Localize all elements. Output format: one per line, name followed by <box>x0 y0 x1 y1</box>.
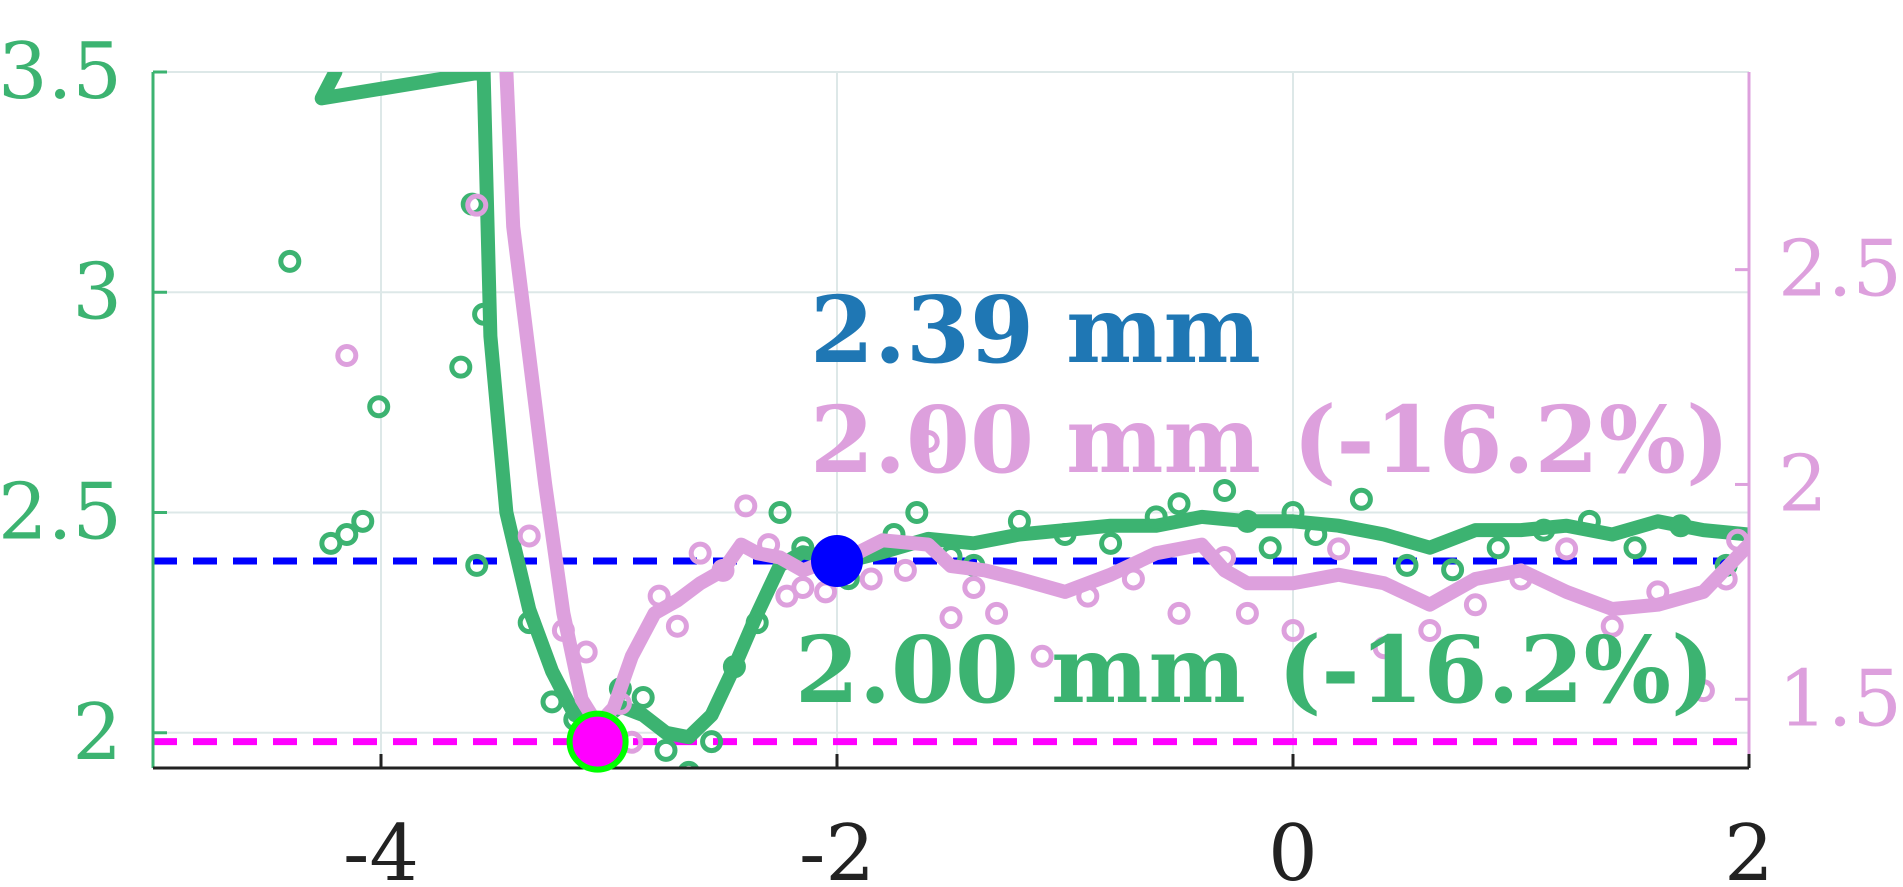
tick-labels: -4 -2 0 222.533.51.522.5 <box>0 27 1902 887</box>
series-0-point-16 <box>678 760 700 768</box>
markers <box>566 534 863 773</box>
series-0-point-7 <box>472 302 496 326</box>
series-0-point-19 <box>745 611 769 635</box>
series-1-point-6 <box>608 692 632 716</box>
series-1-point-39 <box>1714 567 1738 591</box>
series-0-point-3 <box>351 509 375 533</box>
series-0-point-34 <box>1235 509 1259 533</box>
series-0-point-39 <box>1395 553 1419 577</box>
series-1-point-12 <box>734 494 758 518</box>
series-1-point-13 <box>757 533 781 557</box>
annotation-reference-value: 2.39 mm <box>810 276 1261 384</box>
series-1-point-34 <box>1509 567 1533 591</box>
series-0-point-40 <box>1441 558 1465 582</box>
series-0-point-29 <box>1053 523 1077 547</box>
series-0-point-30 <box>1099 531 1123 555</box>
x-tick-label-3: 2 <box>1724 809 1774 887</box>
series-0-point-9 <box>517 611 541 635</box>
series-1-point-26 <box>1167 601 1191 625</box>
series-0-point-37 <box>1304 523 1328 547</box>
series-1-point-15 <box>791 576 815 600</box>
x-tick-label-0: -4 <box>343 809 419 887</box>
series-0-point-36 <box>1281 501 1305 525</box>
series-0-point-5 <box>449 355 473 379</box>
series-1-point-18 <box>893 558 917 582</box>
series-0-point-21 <box>791 536 815 560</box>
series-1-point-2 <box>517 524 541 548</box>
reference-marker <box>811 534 863 587</box>
series-1-point-1 <box>465 193 489 217</box>
series-0-point-45 <box>1669 514 1693 538</box>
series-1-point-0 <box>335 344 359 368</box>
series-1-point-10 <box>688 541 712 565</box>
series-0-point-33 <box>1213 478 1237 502</box>
series-1-point-24 <box>1076 584 1100 608</box>
series <box>278 72 1749 768</box>
y-left-tick-label-0: 2 <box>72 688 122 778</box>
series-1-point-22 <box>985 601 1009 625</box>
series-0-point-38 <box>1349 487 1373 511</box>
series-0-point-8 <box>465 553 489 577</box>
series-1-point-33 <box>1463 593 1487 617</box>
series-0-point-44 <box>1623 536 1647 560</box>
series-0-point-15 <box>654 738 678 762</box>
series-1-point-3 <box>551 619 575 643</box>
series-1-point-17 <box>859 567 883 591</box>
series-0-point-31 <box>1144 505 1168 529</box>
series-0-point-28 <box>1007 509 1031 533</box>
x-tick-label-2: 0 <box>1268 809 1318 887</box>
series-0-point-18 <box>722 655 746 679</box>
series-1-point-21 <box>962 576 986 600</box>
series-1-point-32 <box>1418 619 1442 643</box>
minimum-marker <box>566 710 629 773</box>
series-0-point-10 <box>540 690 564 714</box>
axes <box>151 70 1751 770</box>
series-1-point-20 <box>939 606 963 630</box>
series-1-point-38 <box>1691 679 1715 703</box>
series-0-point-17 <box>700 730 724 754</box>
series-0-point-14 <box>631 686 655 710</box>
series-1-point-28 <box>1235 601 1259 625</box>
series-1-point-30 <box>1327 537 1351 561</box>
series-1-point-19 <box>916 429 940 453</box>
series-0-point-20 <box>768 501 792 525</box>
series-1-point-4 <box>574 640 598 664</box>
series-0-point-32 <box>1167 492 1191 516</box>
series-1-point-11 <box>711 558 735 582</box>
y-left-tick-label-3: 3.5 <box>0 27 122 117</box>
series-0-point-42 <box>1532 518 1556 542</box>
series-0-point-41 <box>1486 536 1510 560</box>
y-right-tick-label-1: 2 <box>1778 439 1828 529</box>
series-1-point-8 <box>647 584 671 608</box>
series-0-point-43 <box>1577 509 1601 533</box>
series-1-point-40 <box>1726 528 1749 552</box>
series-0-point-0 <box>278 249 302 273</box>
y-right-tick-label-2: 2.5 <box>1778 225 1902 315</box>
series-1-point-9 <box>665 614 689 638</box>
series-0-point-2 <box>335 523 359 547</box>
series-1-point-23 <box>1030 644 1054 668</box>
series-0-point-35 <box>1258 536 1282 560</box>
series-1-point-27 <box>1213 545 1237 569</box>
series-1-point-36 <box>1600 614 1624 638</box>
annotation-green-value: 2.00 mm (-16.2%) <box>795 616 1715 724</box>
series-1-point-37 <box>1646 580 1670 604</box>
y-left-tick-label-1: 2.5 <box>0 468 122 558</box>
series-1-point-29 <box>1281 619 1305 643</box>
annotations: 2.39 mm 2.00 mm (-16.2%) 2.00 mm (-16.2%… <box>795 276 1730 724</box>
series-1-point-31 <box>1372 636 1396 660</box>
series-0-point-25 <box>905 501 929 525</box>
reference-lines <box>153 557 1749 746</box>
series-1-point-35 <box>1555 537 1579 561</box>
series-0-point-4 <box>367 395 391 419</box>
x-tick-label-1: -2 <box>799 809 875 887</box>
y-left-tick-label-2: 3 <box>72 247 122 337</box>
y-right-tick-label-0: 1.5 <box>1778 654 1902 744</box>
annotation-pink-value: 2.00 mm (-16.2%) <box>810 386 1730 494</box>
series-1-point-25 <box>1121 567 1145 591</box>
